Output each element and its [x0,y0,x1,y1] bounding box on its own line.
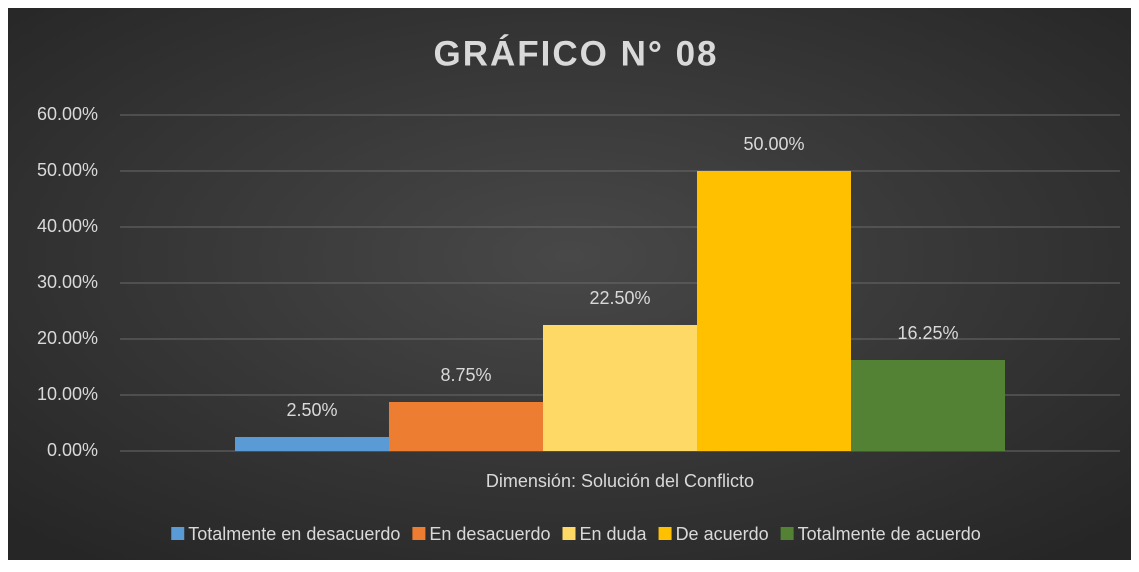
legend-swatch [658,527,672,540]
data-label: 16.25% [897,323,958,343]
legend-swatch [171,527,185,540]
bar [543,325,697,451]
data-label: 22.50% [589,288,650,308]
data-label: 2.50% [286,400,337,420]
data-label: 50.00% [743,134,804,154]
y-tick-label: 20.00% [37,328,98,348]
y-tick-label: 0.00% [47,440,98,460]
legend-swatch [412,527,426,540]
x-tick-label: Dimensión: Solución del Conflicto [486,471,754,491]
bar [235,437,389,451]
y-tick-label: 10.00% [37,384,98,404]
legend-label: De acuerdo [676,524,769,544]
legend-swatch [780,527,794,540]
legend-swatch [562,527,576,540]
bar [851,360,1005,451]
data-label: 8.75% [440,365,491,385]
legend-label: En desacuerdo [429,524,550,544]
legend-label: Totalmente de acuerdo [798,524,981,544]
legend-label: Totalmente en desacuerdo [188,524,400,544]
legend-label: En duda [580,524,648,544]
chart-title: GRÁFICO N° 08 [433,33,718,73]
y-tick-label: 60.00% [37,104,98,124]
bar [697,171,851,451]
y-tick-label: 40.00% [37,216,98,236]
y-tick-label: 30.00% [37,272,98,292]
chart-background [8,8,1131,560]
bar [389,402,543,451]
y-tick-label: 50.00% [37,160,98,180]
